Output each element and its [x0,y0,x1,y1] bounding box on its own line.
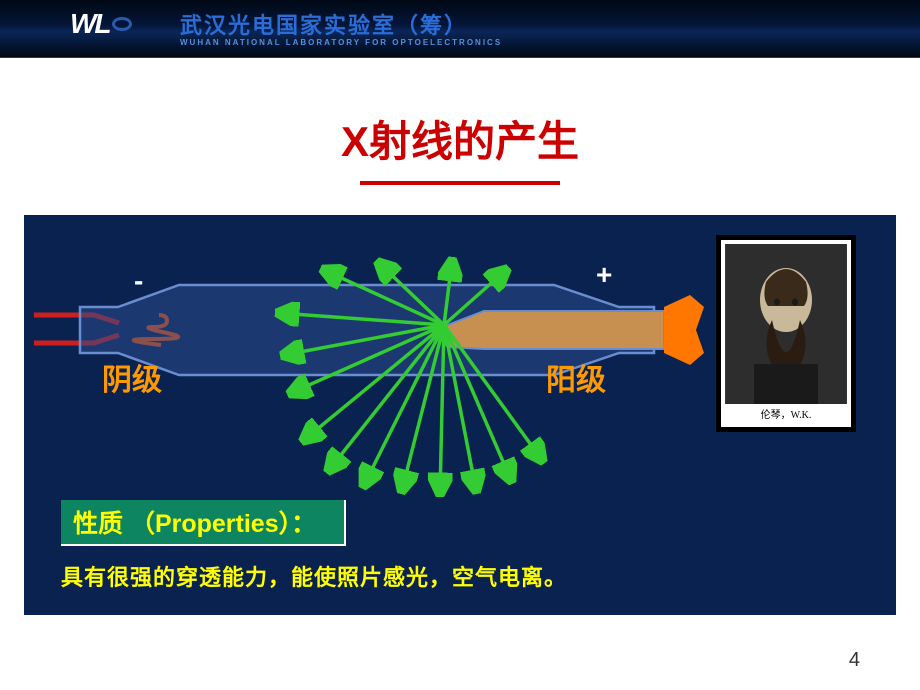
title-underline [360,181,560,185]
anode-tip [664,295,704,365]
logo-text: WL [70,8,110,39]
anode-polarity: + [596,259,612,291]
lab-header: WL 武汉光电国家实验室（筹） WUHAN NATIONAL LABORATOR… [0,0,920,58]
xray-diagram: - + 阴级 阳级 伦琴，W.K. 性质 （Properties）： 具有很强的… [24,215,896,615]
roentgen-portrait: 伦琴，W.K. [716,235,856,432]
cathode-label: 阴级 [102,355,162,399]
portrait-caption: 伦琴，W.K. [725,404,847,423]
properties-text: 具有很强的穿透能力，能使照片感光，空气电离。 [61,560,567,592]
portrait-image [725,244,847,404]
properties-heading: 性质 （Properties）： [61,500,346,546]
portrait-svg [725,244,847,404]
slide-title: X射线的产生 [341,108,579,169]
anode-label: 阳级 [546,355,606,399]
page-number: 4 [849,649,860,672]
lab-name-english: WUHAN NATIONAL LABORATORY FOR OPTOELECTR… [180,38,502,47]
logo: WL [70,8,132,40]
slide-title-row: X射线的产生 [0,108,920,185]
cathode-polarity: - [134,265,143,297]
lab-name-chinese: 武汉光电国家实验室（筹） [180,8,468,40]
logo-ring-icon [112,17,132,31]
